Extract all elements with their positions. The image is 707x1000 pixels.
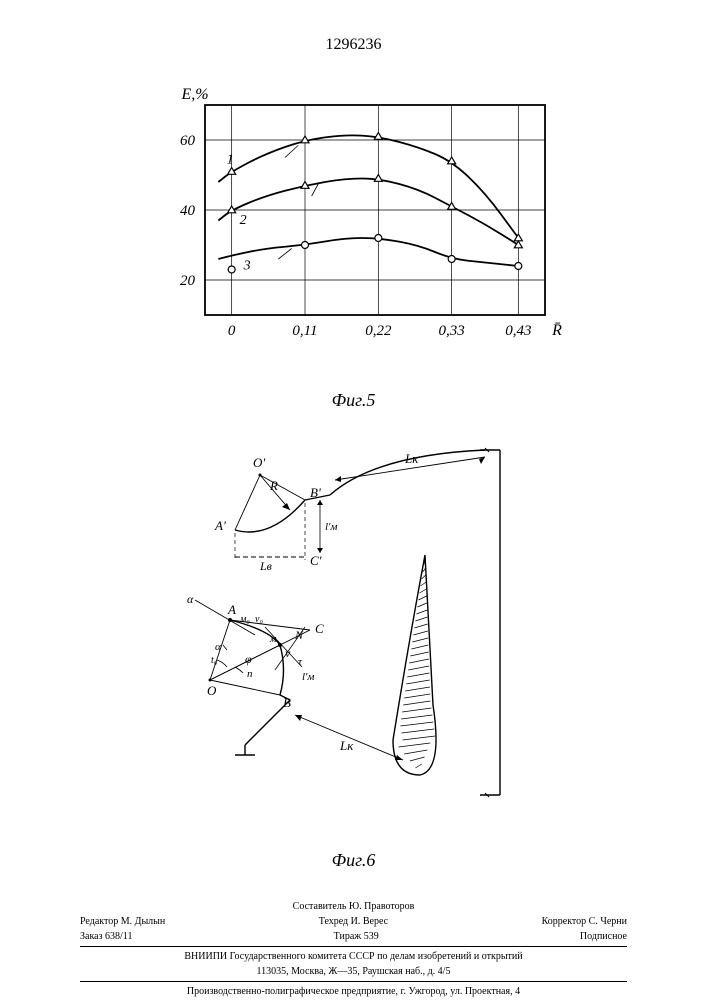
svg-text:φ: φ [245, 652, 252, 666]
svg-text:3: 3 [243, 259, 251, 274]
svg-text:Lк: Lк [404, 451, 419, 466]
compiler: Составитель Ю. Правоторов [80, 900, 627, 913]
svg-text:С': С' [310, 553, 322, 568]
svg-text:А': А' [214, 518, 226, 533]
svg-text:Lк: Lк [339, 738, 354, 753]
fig6-caption: Фиг.6 [332, 850, 376, 871]
subscription: Подписное [580, 930, 627, 943]
svg-text:Е,%: Е,% [180, 86, 208, 103]
svg-text:О: О [207, 683, 217, 698]
svg-text:Lв: Lв [259, 559, 272, 573]
editor: Редактор М. Дылын [80, 915, 165, 928]
credits-block: Составитель Ю. Правоторов Редактор М. Ды… [80, 900, 627, 1000]
tirage: Тираж 539 [334, 930, 379, 943]
patent-number: 1296236 [326, 36, 382, 54]
svg-text:0,43: 0,43 [505, 323, 531, 339]
svg-text:0,11: 0,11 [292, 323, 317, 339]
svg-text:1: 1 [227, 153, 234, 168]
address: 113035, Москва, Ж—35, Раушская наб., д. … [80, 965, 627, 978]
svg-text:n: n [247, 668, 253, 680]
svg-text:А: А [227, 602, 236, 617]
svg-text:t₀: t₀ [211, 655, 218, 666]
org: ВНИИПИ Государственного комитета СССР по… [80, 950, 627, 963]
techred: Техред И. Верес [319, 915, 388, 928]
svg-text:l'м: l'м [325, 521, 337, 533]
chart-fig5: 0 0,11 0,22 0,33 0,43 20 40 60 Е,% R̄ 1 2 3 [150, 80, 570, 360]
printing: Производственно-полиграфическое предприя… [80, 985, 627, 998]
svg-text:α: α [187, 592, 194, 606]
svg-text:l'м: l'м [302, 671, 314, 683]
svg-text:0: 0 [228, 323, 236, 339]
svg-text:60: 60 [180, 133, 196, 149]
svg-text:0,33: 0,33 [439, 323, 465, 339]
chart-svg: 0 0,11 0,22 0,33 0,43 20 40 60 Е,% R̄ 1 2 3 [150, 80, 570, 360]
svg-text:0,22: 0,22 [365, 323, 392, 339]
order: Заказ 638/11 [80, 930, 132, 943]
svg-text:τ: τ [298, 656, 303, 668]
diagram-fig6: LкLкО'RА'В'С'Lвl'мОАВСνNм₀ν₀мααφnτl'мt₀ [175, 445, 545, 825]
svg-text:40: 40 [180, 203, 196, 219]
svg-text:R̄: R̄ [551, 322, 562, 339]
svg-text:20: 20 [180, 273, 196, 289]
fig5-caption: Фиг.5 [332, 390, 376, 411]
corrector: Корректор С. Черни [542, 915, 627, 928]
diagram-svg: LкLкО'RА'В'С'Lвl'мОАВСνNм₀ν₀мααφnτl'мt₀ [175, 445, 545, 825]
svg-text:С: С [315, 621, 324, 636]
svg-text:О': О' [253, 455, 265, 470]
svg-text:2: 2 [240, 213, 247, 228]
svg-text:α: α [215, 641, 221, 653]
